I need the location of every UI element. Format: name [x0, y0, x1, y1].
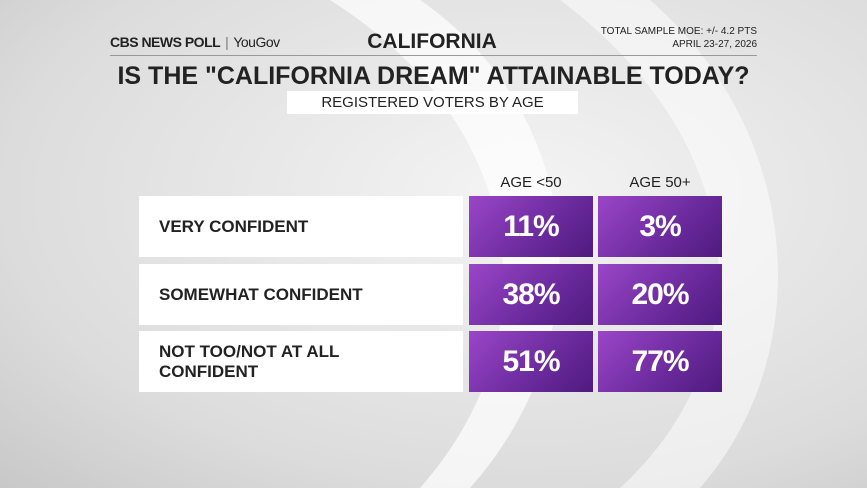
value-cell: 38% [469, 264, 593, 325]
brand: CBS NEWS POLL | YouGov [110, 34, 280, 50]
row-label: SOMEWHAT CONFIDENT [139, 264, 463, 325]
divider [110, 55, 757, 56]
partner-name: YouGov [233, 34, 280, 50]
row-label-text: SOMEWHAT CONFIDENT [159, 284, 363, 304]
brand-name: CBS NEWS POLL [110, 34, 221, 50]
row-label: NOT TOO/NOT AT ALL CONFIDENT [139, 331, 463, 392]
column-header: AGE 50+ [629, 174, 691, 191]
row-label: VERY CONFIDENT [139, 196, 463, 257]
dates: APRIL 23-27, 2026 [672, 39, 757, 50]
moe: TOTAL SAMPLE MOE: +/- 4.2 PTS [600, 26, 757, 37]
row-label-text: NOT TOO/NOT AT ALL CONFIDENT [159, 341, 340, 381]
row-label-text: VERY CONFIDENT [159, 216, 309, 236]
value-cell: 3% [598, 196, 722, 257]
subtitle: REGISTERED VOTERS BY AGE [287, 91, 578, 114]
value-cell: 20% [598, 264, 722, 325]
value-cell: 77% [598, 331, 722, 392]
region: CALIFORNIA [367, 30, 497, 53]
value-cell: 11% [469, 196, 593, 257]
column-header: AGE <50 [500, 174, 562, 191]
title: IS THE "CALIFORNIA DREAM" ATTAINABLE TOD… [117, 62, 750, 90]
value-cell: 51% [469, 331, 593, 392]
